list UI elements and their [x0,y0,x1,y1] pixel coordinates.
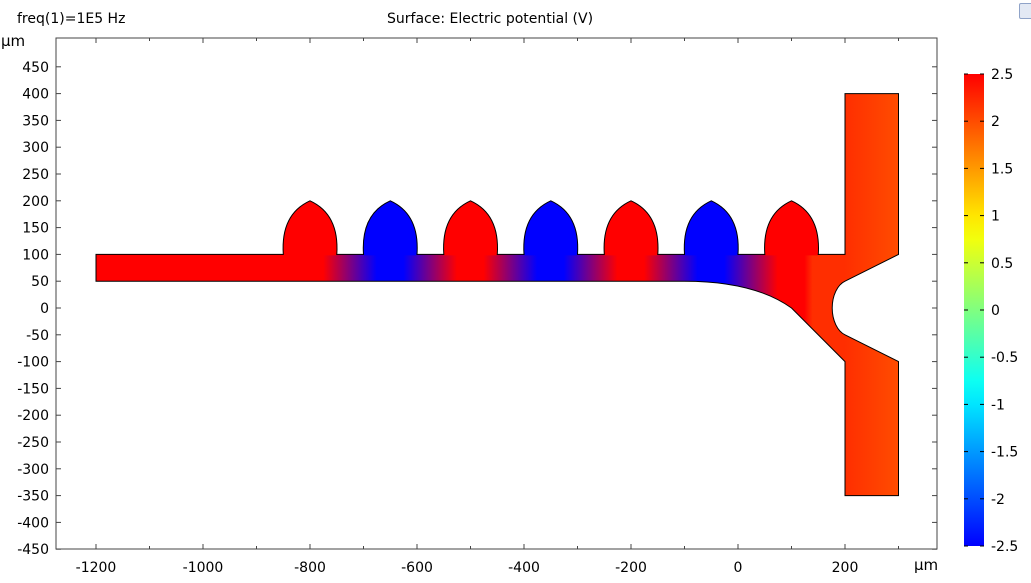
colorbar-bar [964,74,984,546]
y-tick-label: 450 [22,60,49,76]
colorbar-tick-label: 0 [991,303,1000,319]
channel-outline [95,93,899,497]
x-tick-label: -1200 [76,560,117,576]
y-tick-label: -400 [17,515,49,531]
electrode-5 [603,200,659,255]
colorbar: 2.5 2 1.5 1 0.5 0 -0.5 -1 -1.5 -2 -2.5 [964,67,1018,555]
x-tick-label: -600 [401,560,433,576]
colorbar-tick-label: 1.5 [991,161,1013,177]
y-tick-label: 350 [22,113,49,129]
y-tick-label: 150 [22,221,49,237]
x-tick-label: -800 [294,560,326,576]
colorbar-tick-label: -1 [991,397,1005,413]
electrode-7 [764,200,819,255]
y-tick-label: 200 [22,194,49,210]
y-tick-label: -100 [17,355,49,371]
colorbar-tick-label: -2.5 [991,539,1018,555]
colorbar-tick-label: -2 [991,492,1005,508]
window-icon[interactable] [1019,3,1031,19]
y-tick-label: -350 [17,489,49,505]
y-tick-label: 300 [22,140,49,156]
y-tick-label: 0 [40,301,49,317]
y-tick-label: -150 [17,381,49,397]
y-tick-label: -50 [26,328,49,344]
electrode-4 [523,200,579,255]
x-tick-label: 200 [832,560,859,576]
electrode-2 [362,200,418,255]
y-tick-label: 250 [22,167,49,183]
electrode-6 [683,200,739,255]
x-tick-label: -400 [508,560,540,576]
y-tick-label: -250 [17,435,49,451]
electrode-3 [443,200,498,255]
axes-frame [55,37,938,550]
plot-title: Surface: Electric potential (V) [387,11,594,27]
y-tick-label: 100 [22,247,49,263]
colorbar-tick-label: 0.5 [991,256,1013,272]
colorbar-tick-label: 1 [991,209,1000,225]
y-tick-label: -300 [17,462,49,478]
y-tick-label: 400 [22,87,49,103]
colorbar-tick-label: 2 [991,114,1000,130]
x-axis-label: μm [914,556,938,574]
potential-field [95,93,899,497]
axes: -1200 -1000 -800 -600 -400 -200 0 2004504003503… [1,32,938,576]
x-tick-label: 0 [734,560,743,576]
x-tick-label: -200 [615,560,647,576]
y-tick-label: -200 [17,408,49,424]
y-tick-label: 50 [31,274,49,290]
channel-domain [96,93,899,496]
colorbar-tick-label: -1.5 [991,445,1018,461]
y-axis-label: μm [1,32,25,50]
parameter-label: freq(1)=1E5 Hz [17,11,126,27]
colorbar-tick-label: 2.5 [991,67,1013,83]
electrode-1 [282,200,338,255]
colorbar-tick-label: -0.5 [991,350,1018,366]
x-tick-label: -1000 [183,560,224,576]
y-tick-label: -450 [17,542,49,558]
